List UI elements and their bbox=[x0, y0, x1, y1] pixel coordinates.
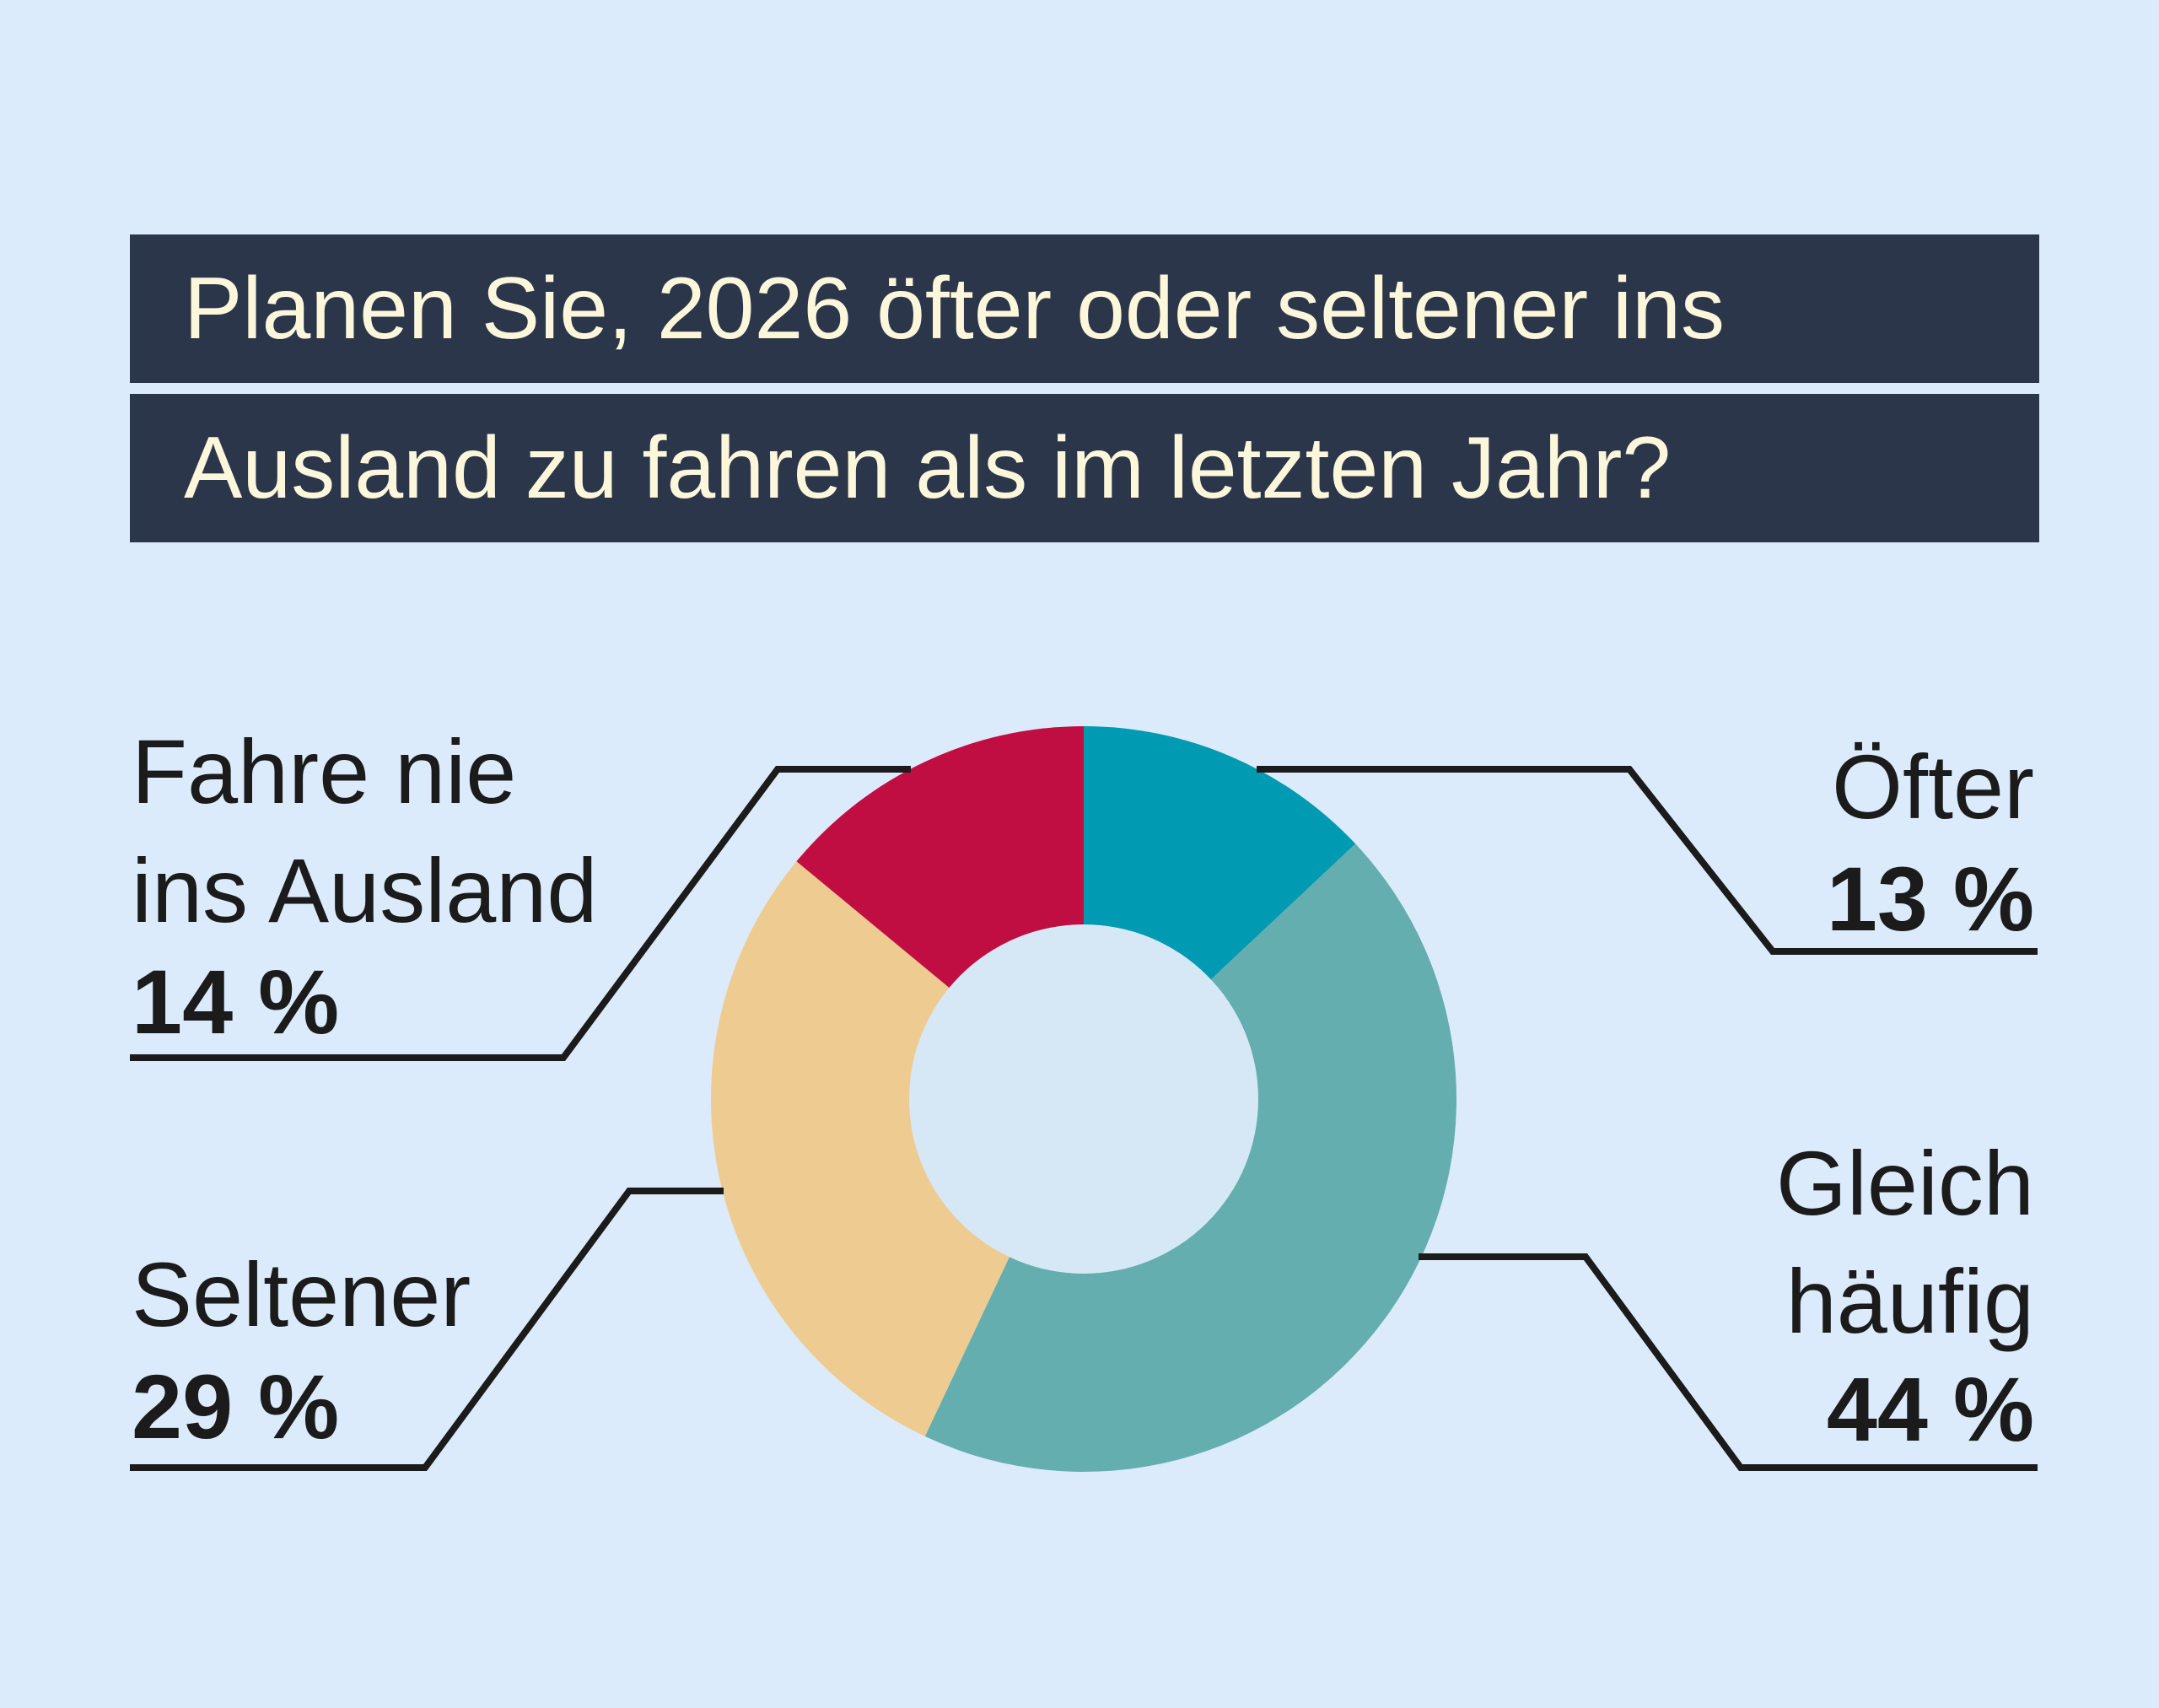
slice-value-1: 44 % bbox=[1827, 1358, 2034, 1460]
slice-label-2: Seltener bbox=[132, 1243, 471, 1345]
slice-label-1-line-2: häufig bbox=[1786, 1250, 2034, 1352]
slice-label-3-line-1: Fahre nie bbox=[132, 720, 516, 822]
leader-line-slice-2 bbox=[130, 1188, 724, 1471]
slice-value-2: 29 % bbox=[132, 1355, 339, 1457]
leader-line-slice-1 bbox=[1419, 1253, 2038, 1471]
slice-value-3: 14 % bbox=[132, 951, 339, 1053]
slice-label-3-line-2: ins Ausland bbox=[132, 839, 597, 941]
leader-line-slice-0 bbox=[1257, 766, 2038, 955]
slice-label-0: Öfter bbox=[1832, 735, 2034, 838]
chart-title-line-1: Planen Sie, 2026 öfter oder seltener ins bbox=[130, 234, 2039, 383]
donut-hole bbox=[909, 924, 1258, 1274]
slice-label-1-line-1: Gleich bbox=[1776, 1132, 2034, 1234]
slice-value-0: 13 % bbox=[1827, 848, 2034, 950]
chart-title-line-2: Ausland zu fahren als im letzten Jahr? bbox=[130, 394, 2039, 542]
leader-line-slice-3 bbox=[130, 766, 911, 1061]
donut-slice-2 bbox=[711, 861, 1084, 1436]
